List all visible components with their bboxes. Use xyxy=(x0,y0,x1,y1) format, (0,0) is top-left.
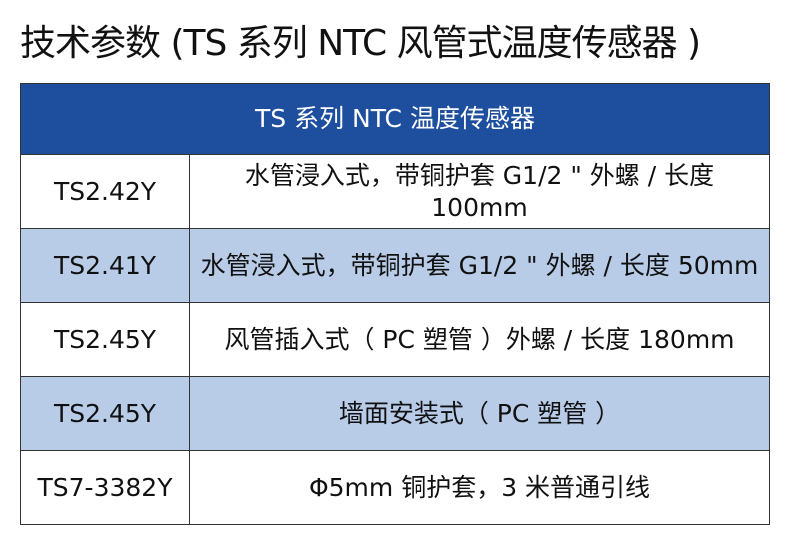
model-cell: TS2.42Y xyxy=(20,154,190,229)
description-cell: Φ5mm 铜护套，3 米普通引线 xyxy=(189,450,770,525)
description-cell: 水管浸入式，带铜护套 G1/2 " 外螺 / 长度 100mm xyxy=(189,154,770,229)
table-row: TS2.42Y 水管浸入式，带铜护套 G1/2 " 外螺 / 长度 100mm xyxy=(20,154,770,229)
table-row: TS7-3382Y Φ5mm 铜护套，3 米普通引线 xyxy=(20,450,770,525)
model-cell: TS2.41Y xyxy=(20,228,190,303)
description-cell: 墙面安装式（ PC 塑管 ） xyxy=(189,376,770,451)
table-body: TS2.42Y 水管浸入式，带铜护套 G1/2 " 外螺 / 长度 100mm TS… xyxy=(20,154,770,525)
table-caption: TS 系列 NTC 温度传感器 xyxy=(20,83,770,155)
model-cell: TS7-3382Y xyxy=(20,450,190,525)
table-row: TS2.41Y 水管浸入式，带铜护套 G1/2 " 外螺 / 长度 50mm xyxy=(20,228,770,303)
description-cell: 风管插入式（ PC 塑管 ）外螺 / 长度 180mm xyxy=(189,302,770,377)
model-cell: TS2.45Y xyxy=(20,302,190,377)
model-cell: TS2.45Y xyxy=(20,376,190,451)
description-cell: 水管浸入式，带铜护套 G1/2 " 外螺 / 长度 50mm xyxy=(189,228,770,303)
table-row: TS2.45Y 墙面安装式（ PC 塑管 ） xyxy=(20,376,770,451)
table-row: TS2.45Y 风管插入式（ PC 塑管 ）外螺 / 长度 180mm xyxy=(20,302,770,377)
spec-table: TS 系列 NTC 温度传感器 TS2.42Y 水管浸入式，带铜护套 G1/2 "… xyxy=(20,83,770,525)
title: 技术参数 (TS 系列 NTC 风管式温度传感器 ) xyxy=(20,23,701,64)
